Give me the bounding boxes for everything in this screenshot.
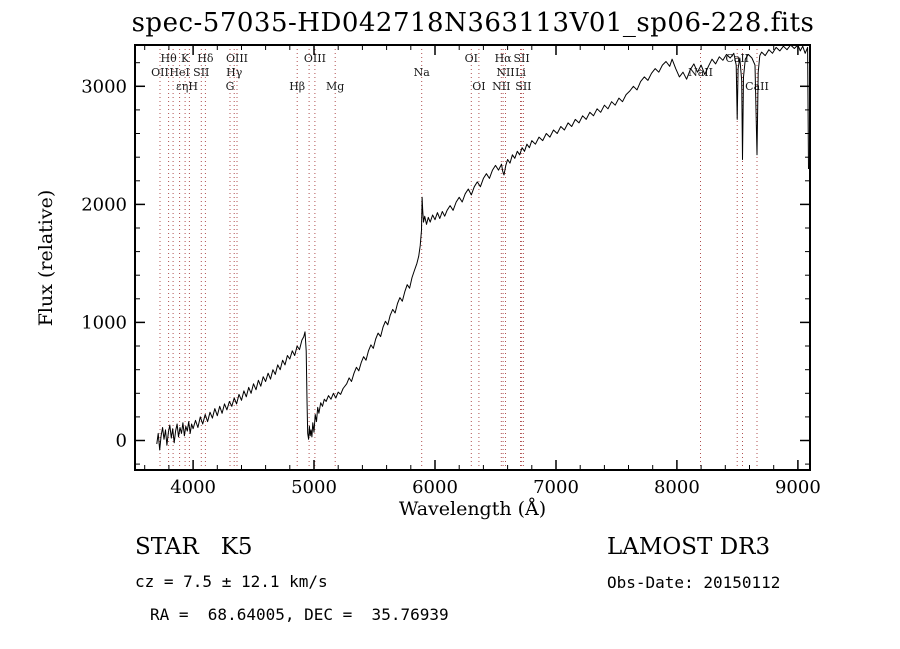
x-tick-label: 4000 [170,477,216,498]
plot-frame [134,44,811,471]
x-tick-label: 9000 [775,477,821,498]
spectral-line-label: K [181,52,190,65]
spectral-line-label: Hθ [160,52,177,65]
y-tick-label: 0 [116,431,127,452]
object-class-label: STAR K5 [135,534,253,560]
y-tick-label: 3000 [81,76,127,97]
spectral-line-label: SII [193,66,209,79]
spectral-line-label: OIII [304,52,326,65]
spectral-line-label: Li [515,66,526,79]
x-tick-label: 8000 [654,477,700,498]
spectral-line-label: SII [515,80,531,93]
x-axis-label: Wavelength (Å) [398,498,547,520]
spectral-line-label: G [226,80,235,93]
spectral-line-label: Hγ [226,66,243,79]
spectral-line-label: Hβ [289,80,305,93]
spectral-line-label: εηH [176,80,198,93]
survey-release-label: LAMOST DR3 [607,534,771,560]
spectral-line-label: OIII [226,52,248,65]
spectral-line-label: NII [492,80,510,93]
spectral-line-label: Mg [326,80,344,93]
coordinates-label: RA = 68.64005, DEC = 35.76939 [150,605,449,624]
spectral-line-label: HeI [169,66,189,79]
spectral-line-label: OI [465,52,478,65]
spectral-line-label: OII [151,66,169,79]
plot-title: spec-57035-HD042718N363113V01_sp06-228.f… [131,8,815,38]
redshift-velocity-label: cz = 7.5 ± 12.1 km/s [135,572,328,591]
spectral-line-label: SII [513,52,529,65]
spectral-line-label: OI [472,80,485,93]
y-tick-label: 2000 [81,194,127,215]
spectral-line-label: Hα [495,52,513,65]
x-tick-label: 6000 [412,477,458,498]
spectral-line-label: Hδ [197,52,214,65]
spectral-line-label: CaII [725,52,749,65]
spectral-line-label: CaII [745,80,769,93]
y-tick-label: 1000 [81,312,127,333]
x-tick-label: 7000 [533,477,579,498]
x-tick-label: 5000 [291,477,337,498]
y-axis-label: Flux (relative) [35,189,57,327]
obs-date-label: Obs-Date: 20150112 [607,573,781,592]
spectrum-trace [156,44,809,451]
spectral-line-label: NII [496,66,514,79]
spectral-line-label: Na [414,66,431,79]
